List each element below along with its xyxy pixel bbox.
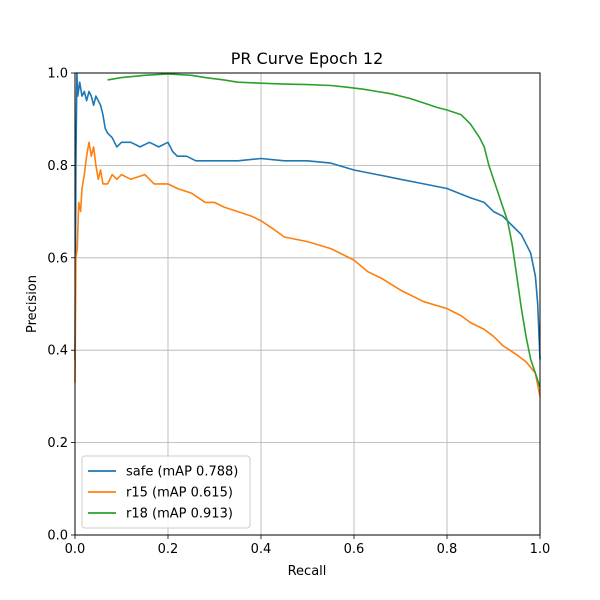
legend-entry: safe (mAP 0.788) (126, 465, 238, 480)
y-tick-label: 1.0 (47, 67, 68, 82)
legend-entry: r15 (mAP 0.615) (126, 486, 233, 501)
x-axis-ticks: 0.0 0.2 0.4 0.6 0.8 1.0 (65, 535, 551, 557)
x-tick-label: 0.6 (344, 542, 365, 557)
y-axis-label: Precision (25, 275, 40, 333)
x-tick-label: 0.2 (158, 542, 179, 557)
x-tick-label: 0.4 (251, 542, 272, 557)
y-axis-ticks: 0.0 0.2 0.4 0.6 0.8 1.0 (47, 67, 75, 544)
legend-box (81, 455, 251, 529)
legend-entry: r18 (mAP 0.913) (126, 507, 233, 522)
x-tick-label: 0.8 (437, 542, 458, 557)
chart-title: PR Curve Epoch 12 (231, 49, 384, 68)
series-line-1 (74, 72, 541, 360)
y-tick-label: 0.6 (47, 251, 68, 266)
series-lines (74, 72, 541, 397)
grid (74, 72, 541, 536)
legend: safe (mAP 0.788) r15 (mAP 0.615) r18 (mAP … (81, 455, 251, 529)
x-axis-label: Recall (288, 564, 327, 579)
series-line-3 (107, 73, 541, 388)
plot-frame (74, 72, 541, 536)
y-tick-label: 0.2 (47, 436, 68, 451)
y-tick-label: 0.4 (47, 344, 68, 359)
y-tick-label: 0.0 (47, 529, 68, 544)
series-line-2 (74, 141, 541, 397)
y-tick-label: 0.8 (47, 159, 68, 174)
x-tick-label: 1.0 (530, 542, 551, 557)
x-tick-label: 0.0 (65, 542, 86, 557)
